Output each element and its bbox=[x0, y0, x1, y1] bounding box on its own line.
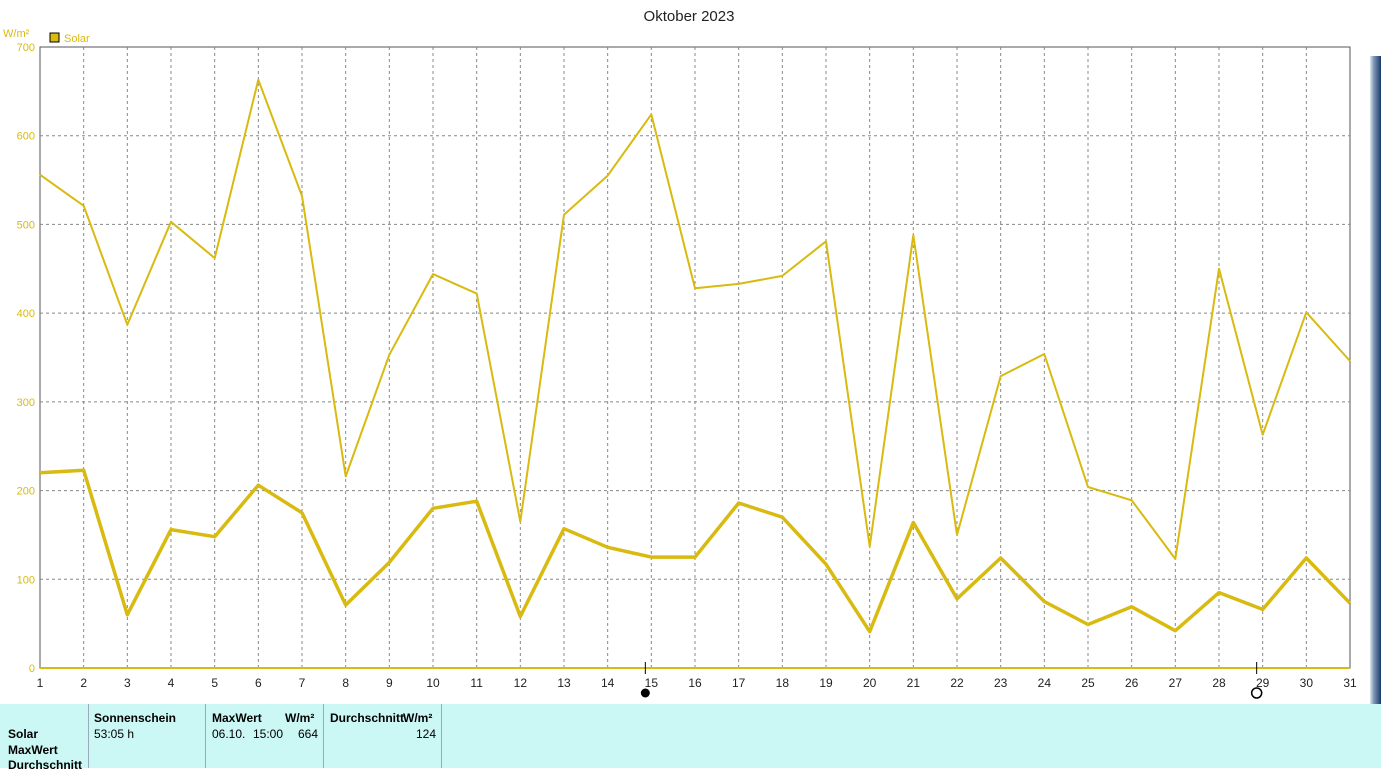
x-tick-label: 29 bbox=[1256, 676, 1270, 690]
x-tick-label: 7 bbox=[299, 676, 306, 690]
x-tick-labels: 1 2 3 4 5 6 7 8 9 10 11 12 13 14 15 16 17 18 19 20 21 22 23 24 2… bbox=[37, 676, 1357, 690]
row-label-solar: Solar bbox=[8, 727, 39, 741]
x-tick-label: 5 bbox=[211, 676, 218, 690]
x-tick-label: 17 bbox=[732, 676, 746, 690]
x-tick-label: 30 bbox=[1300, 676, 1314, 690]
x-tick-label: 22 bbox=[950, 676, 964, 690]
y-tick-label: 200 bbox=[17, 486, 35, 498]
x-tick-label: 10 bbox=[426, 676, 440, 690]
x-tick-label: 26 bbox=[1125, 676, 1139, 690]
full-moon-icon bbox=[640, 688, 650, 698]
x-tick-label: 18 bbox=[776, 676, 790, 690]
maxwert-value: 664 bbox=[298, 727, 319, 741]
maxwert-header: MaxWert bbox=[212, 711, 262, 725]
y-tick-label: 100 bbox=[17, 574, 35, 586]
x-tick-label: 19 bbox=[819, 676, 833, 690]
series-line-maxwert bbox=[39, 78, 1351, 560]
x-tick-label: 8 bbox=[342, 676, 349, 690]
x-tick-label: 9 bbox=[386, 676, 393, 690]
x-tick-label: 16 bbox=[688, 676, 702, 690]
chart-title: Oktober 2023 bbox=[644, 8, 735, 25]
x-tick-label: 13 bbox=[557, 676, 571, 690]
legend-label: Solar bbox=[64, 33, 90, 45]
solar-chart: Oktober 2023 W/m² Solar 0 100 200 300 400 500… bbox=[3, 8, 1357, 699]
x-tick-label: 23 bbox=[994, 676, 1008, 690]
row-label-maxwert: MaxWert bbox=[8, 743, 58, 757]
y-axis-unit: W/m² bbox=[3, 28, 30, 40]
column-divider bbox=[441, 704, 442, 768]
x-tick-label: 24 bbox=[1038, 676, 1052, 690]
x-tick-label: 20 bbox=[863, 676, 877, 690]
x-tick-label: 1 bbox=[37, 676, 44, 690]
x-tick-label: 15 bbox=[645, 676, 659, 690]
x-tick-label: 14 bbox=[601, 676, 615, 690]
durchschnitt-value: 124 bbox=[416, 727, 437, 741]
window-edge-top bbox=[1370, 0, 1381, 56]
column-divider bbox=[323, 704, 324, 768]
y-tick-label: 500 bbox=[17, 219, 35, 231]
sunshine-header: Sonnenschein bbox=[94, 711, 177, 725]
y-tick-label: 0 bbox=[29, 663, 35, 675]
new-moon-icon bbox=[1250, 687, 1263, 699]
x-tick-label: 4 bbox=[168, 676, 175, 690]
legend-swatch bbox=[49, 32, 60, 43]
y-tick-label: 700 bbox=[17, 42, 35, 54]
plot-frame bbox=[39, 46, 1351, 669]
y-tick-label: 300 bbox=[17, 397, 35, 409]
y-tick-labels: 0 100 200 300 400 500 600 700 bbox=[17, 42, 35, 675]
series-group bbox=[39, 78, 1352, 634]
y-tick-label: 600 bbox=[17, 131, 35, 143]
x-tick-label: 21 bbox=[907, 676, 921, 690]
column-divider bbox=[88, 704, 89, 768]
row-label-durchschnitt: Durchschnitt bbox=[8, 758, 83, 772]
column-divider bbox=[205, 704, 206, 768]
stats-panel: Solar MaxWert Durchschnitt Sonnenschein … bbox=[0, 704, 1381, 772]
maxwert-unit: W/m² bbox=[285, 711, 315, 725]
maxwert-date: 06.10. bbox=[212, 727, 246, 741]
x-tick-label: 28 bbox=[1212, 676, 1226, 690]
maxwert-time: 15:00 bbox=[253, 727, 284, 741]
x-tick-label: 3 bbox=[124, 676, 131, 690]
x-tick-label: 2 bbox=[80, 676, 87, 690]
x-tick-label: 27 bbox=[1169, 676, 1183, 690]
sunshine-value: 53:05 h bbox=[94, 727, 135, 741]
moon-markers bbox=[640, 662, 1263, 699]
grid-lines bbox=[40, 47, 1350, 669]
durchschnitt-header: Durchschnitt bbox=[330, 711, 405, 725]
x-tick-label: 12 bbox=[514, 676, 528, 690]
x-tick-label: 31 bbox=[1343, 676, 1357, 690]
x-tick-label: 6 bbox=[255, 676, 262, 690]
window-edge bbox=[1370, 0, 1381, 768]
series-line-durchschnitt bbox=[39, 468, 1352, 634]
x-tick-label: 11 bbox=[470, 676, 483, 690]
x-tick-label: 25 bbox=[1081, 676, 1095, 690]
durchschnitt-unit: W/m² bbox=[403, 711, 433, 725]
y-tick-label: 400 bbox=[17, 308, 35, 320]
